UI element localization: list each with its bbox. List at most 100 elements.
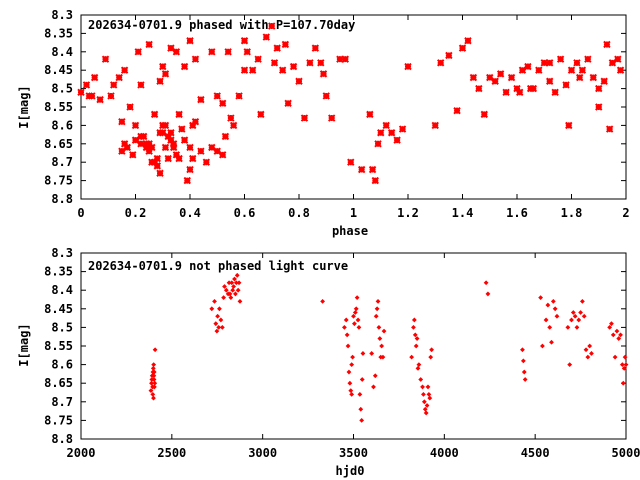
data-point: [131, 121, 140, 130]
data-point: [229, 121, 238, 130]
data-point: [411, 325, 416, 330]
data-point: [616, 66, 625, 74]
data-point: [208, 48, 216, 56]
data-point: [167, 129, 175, 137]
data-point: [612, 354, 618, 360]
data-point: [453, 106, 461, 115]
data-point: [197, 95, 205, 104]
data-point: [614, 55, 622, 63]
data-point: [213, 92, 221, 100]
data-point: [183, 176, 191, 185]
data-point: [551, 88, 559, 96]
data-point: [357, 391, 363, 397]
data-point: [573, 59, 581, 67]
data-point: [156, 77, 164, 85]
data-point: [278, 66, 287, 74]
data-point: [421, 399, 427, 405]
data-point: [300, 114, 309, 122]
data-point: [354, 295, 360, 301]
data-point: [151, 395, 156, 401]
data-point: [543, 317, 549, 323]
data-point: [486, 73, 494, 82]
data-point: [295, 77, 303, 85]
y-tick-label: 8.55: [44, 100, 73, 114]
data-point: [608, 59, 617, 67]
data-point: [319, 70, 328, 78]
data-point: [524, 62, 532, 71]
data-point: [436, 59, 445, 67]
data-point: [619, 362, 625, 367]
data-point: [578, 66, 587, 74]
unphased-light-curve-panel: 202634-0701.9 not phased light curve hjd…: [17, 246, 640, 478]
y-tick-label: 8.75: [44, 174, 73, 188]
data-point: [496, 70, 505, 78]
y-tick-label: 8.7: [51, 395, 73, 409]
data-point: [616, 336, 622, 341]
data-point: [88, 92, 96, 100]
data-point: [431, 121, 439, 130]
data-point: [159, 129, 167, 137]
data-point: [109, 81, 118, 89]
data-point: [349, 391, 355, 397]
data-point: [222, 284, 227, 289]
data-point: [372, 373, 378, 379]
data-point: [414, 336, 420, 341]
data-point: [368, 165, 377, 174]
data-point: [540, 59, 548, 67]
data-point: [118, 147, 126, 155]
data-point: [161, 70, 170, 78]
data-point: [491, 77, 499, 85]
data-point: [427, 395, 433, 401]
data-point: [375, 298, 381, 304]
data-point: [352, 310, 358, 315]
data-point: [610, 332, 616, 338]
data-point: [226, 280, 232, 286]
data-point: [189, 154, 197, 163]
data-point: [161, 121, 170, 130]
data-point: [520, 358, 526, 364]
data-point: [589, 73, 598, 82]
data-point: [589, 351, 594, 356]
data-point: [538, 295, 544, 301]
data-point: [145, 140, 153, 148]
data-point: [357, 165, 366, 174]
data-point: [107, 92, 115, 100]
data-point: [233, 280, 239, 286]
y-tick-label: 8.65: [44, 376, 73, 390]
data-point: [306, 59, 314, 67]
data-point: [221, 295, 227, 301]
y-tick-label: 8.45: [44, 63, 73, 77]
data-point: [178, 125, 186, 133]
chart-title: 202634-0701.9 phased with P=107.70day: [88, 18, 355, 32]
data-point: [126, 103, 134, 111]
data-point: [574, 325, 580, 330]
data-point: [186, 37, 194, 45]
y-tick-label: 8.3: [51, 246, 73, 260]
data-point: [418, 377, 424, 382]
data-point: [151, 384, 157, 390]
data-point: [349, 362, 355, 367]
y-tick-label: 8.8: [51, 192, 73, 206]
data-point: [428, 354, 434, 360]
data-point: [562, 81, 570, 89]
data-point: [311, 44, 320, 52]
data-point: [584, 55, 592, 63]
x-axis-title: phase: [332, 224, 368, 238]
data-point: [327, 114, 336, 122]
data-point: [167, 44, 175, 52]
data-point: [224, 48, 232, 56]
x-tick-label: 2500: [157, 446, 186, 460]
data-point: [101, 55, 110, 63]
data-point: [145, 147, 153, 155]
data-point: [518, 66, 527, 74]
data-point: [228, 295, 234, 301]
data-point: [186, 143, 194, 152]
data-point: [175, 154, 183, 163]
data-point: [348, 388, 354, 394]
data-point: [377, 129, 385, 137]
data-point: [262, 33, 271, 41]
data-point: [237, 298, 243, 304]
y-tick-label: 8.65: [44, 137, 73, 151]
data-point: [218, 151, 227, 159]
